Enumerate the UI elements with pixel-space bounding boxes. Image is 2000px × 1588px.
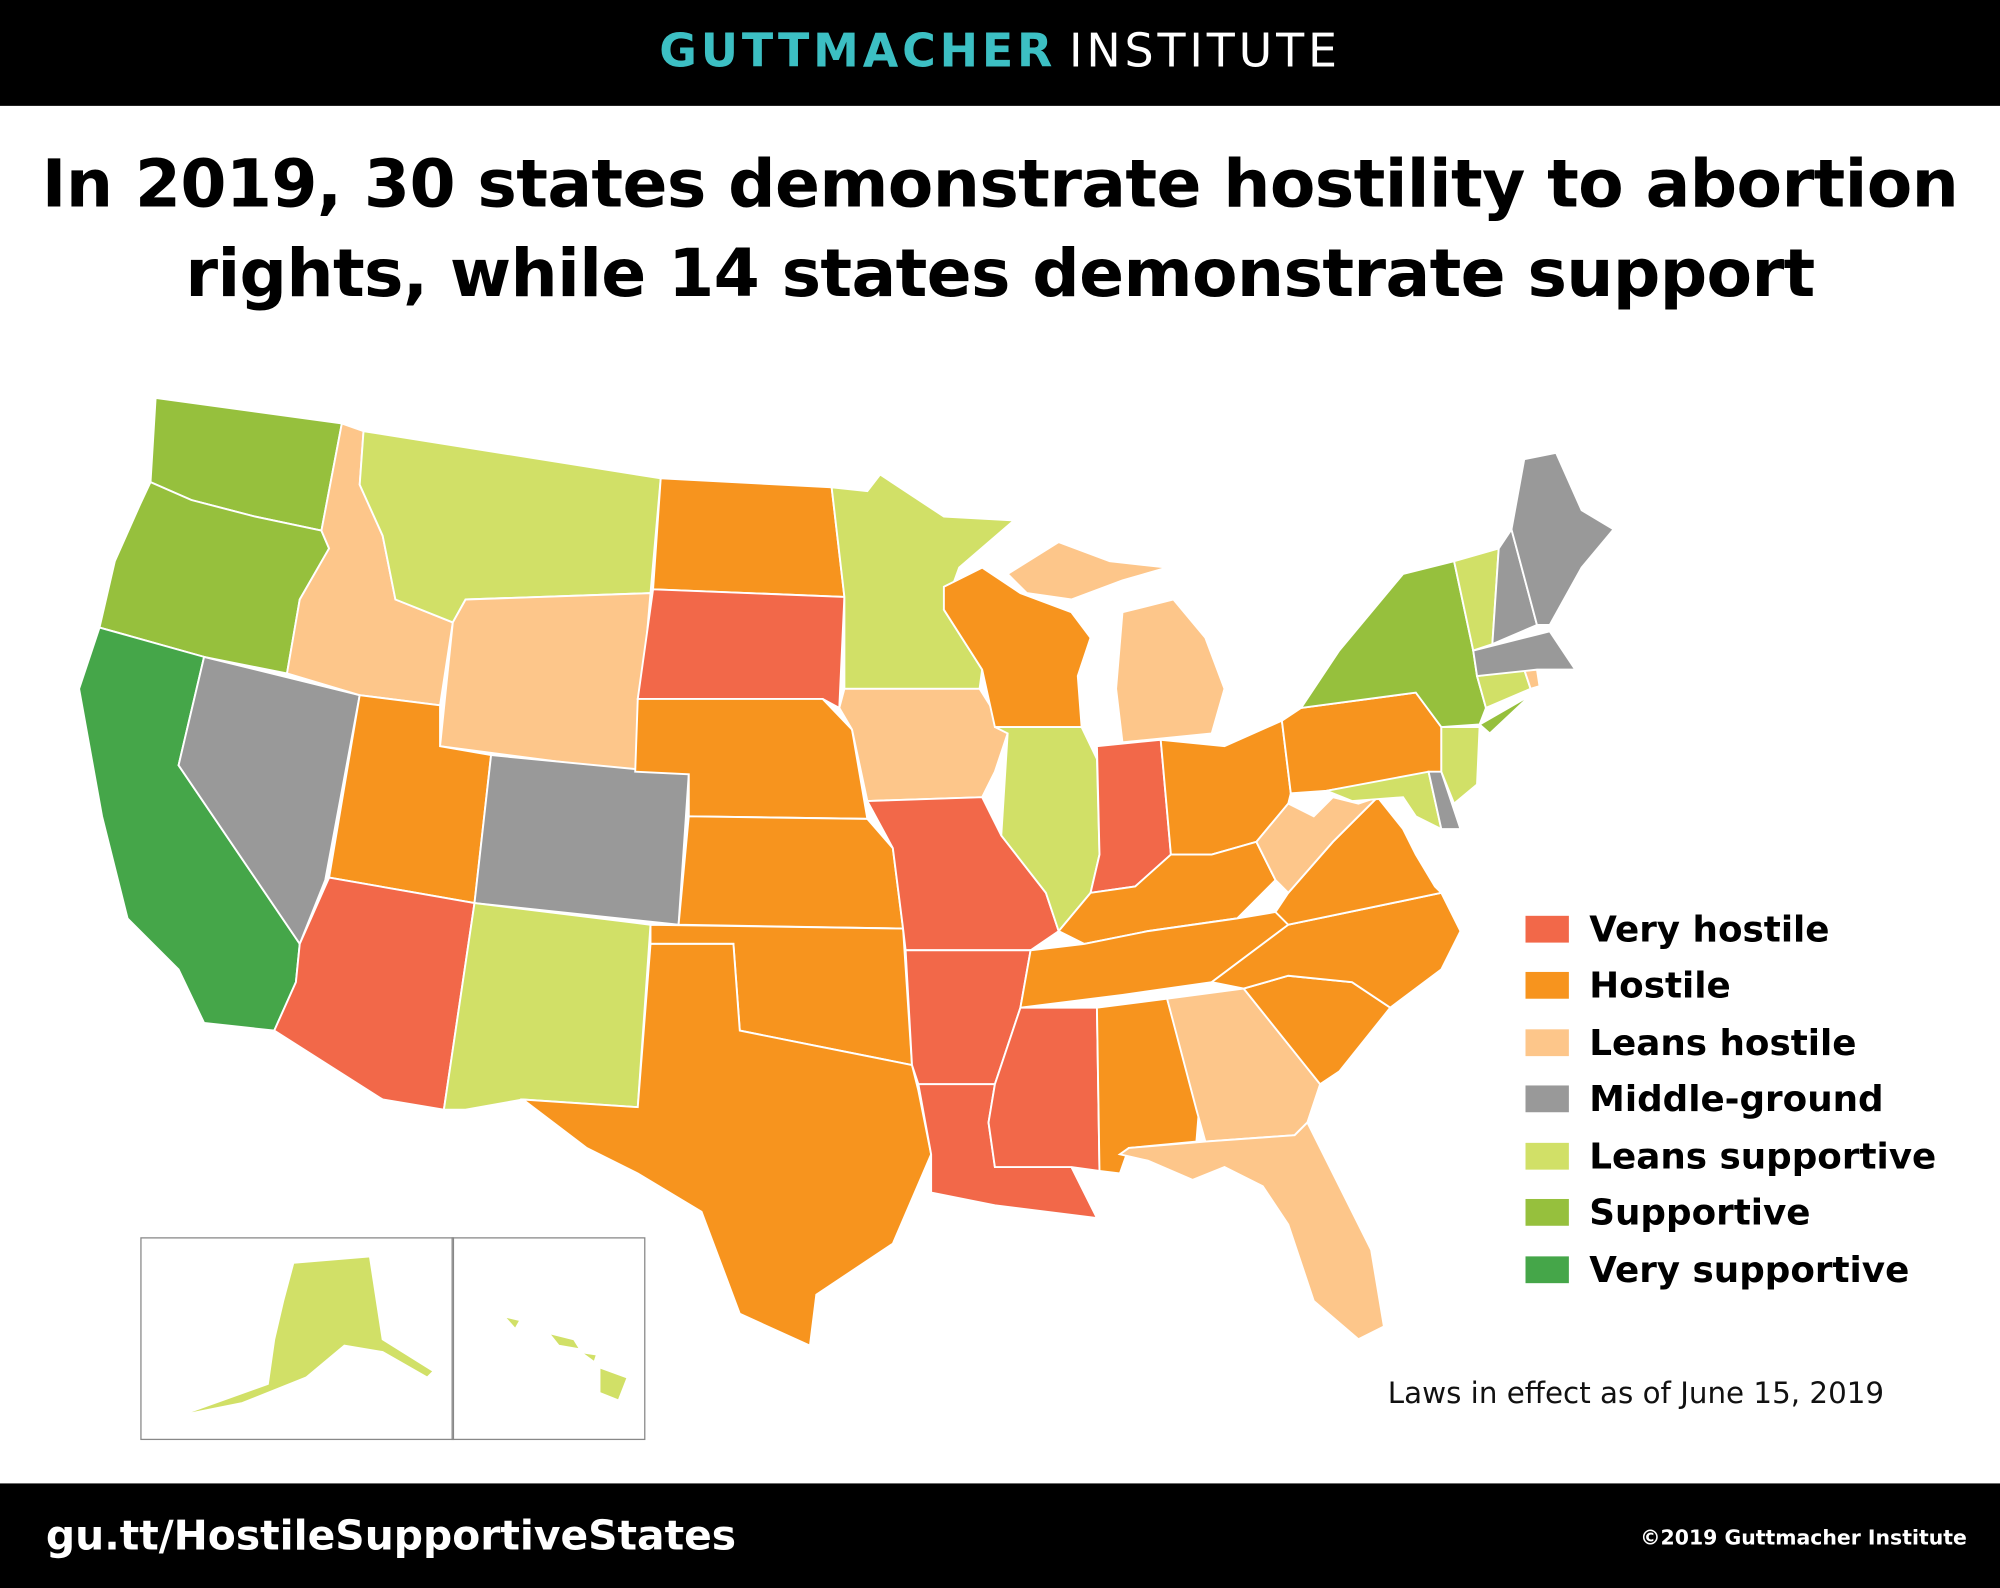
legend-label: Leans supportive [1589, 1134, 1937, 1177]
state-hi [501, 1314, 522, 1331]
state-nv [177, 655, 361, 946]
brand-suffix: INSTITUTE [1068, 25, 1341, 78]
title-line-1: In 2019, 30 states demonstrate hostility… [41, 146, 1959, 224]
state-mo [865, 796, 1060, 952]
legend-swatch [1525, 1256, 1569, 1283]
title-line-2: rights, while 14 states demonstrate supp… [185, 235, 1815, 313]
state-hi [579, 1351, 599, 1364]
legend-label: Very supportive [1589, 1248, 1910, 1291]
state-mi [1006, 541, 1168, 601]
hawaii-inset [451, 1237, 646, 1441]
legend-swatch [1525, 1142, 1569, 1170]
state-fl [1117, 1120, 1385, 1341]
state-nj [1440, 726, 1481, 806]
state-me [1510, 451, 1615, 626]
state-hi [545, 1331, 583, 1351]
legend-label: Very hostile [1589, 907, 1830, 950]
page-title: In 2019, 30 states demonstrate hostility… [0, 140, 2000, 319]
legend-item-very-supportive: Very supportive [1525, 1241, 1937, 1298]
state-wy [439, 592, 652, 773]
legend-swatch [1525, 1029, 1569, 1056]
brand-name: GUTTMACHER [659, 25, 1057, 78]
legend-item-hostile: Hostile [1525, 957, 1937, 1014]
state-nm [442, 901, 652, 1111]
legend-label: Leans hostile [1589, 1021, 1857, 1064]
state-ma [1472, 630, 1578, 678]
legend-item-leans-hostile: Leans hostile [1525, 1014, 1937, 1071]
legend-item-very-hostile: Very hostile [1525, 901, 1937, 958]
short-url-link[interactable]: gu.tt/HostileSupportiveStates [45, 1511, 737, 1560]
state-mi [1115, 598, 1226, 744]
legend-item-middle: Middle-ground [1525, 1071, 1937, 1128]
alaska-inset [140, 1237, 455, 1441]
legend-item-leans-supportive: Leans supportive [1525, 1128, 1937, 1185]
state-ia [838, 687, 1009, 803]
state-wi [942, 566, 1092, 728]
state-hi [598, 1365, 629, 1402]
legend-swatch [1525, 1199, 1569, 1227]
brand-logo: GUTTMACHER INSTITUTE [0, 26, 2000, 78]
state-de [1427, 770, 1462, 831]
state-tx [519, 942, 933, 1348]
legend-label: Supportive [1589, 1191, 1811, 1234]
legend-label: Middle-ground [1589, 1078, 1884, 1121]
state-ny [1477, 694, 1532, 735]
state-ks [677, 815, 905, 930]
legend-swatch [1525, 1085, 1569, 1113]
legend-swatch [1525, 972, 1569, 1000]
legend-swatch [1525, 915, 1569, 943]
state-co [473, 754, 690, 926]
state-nd [652, 477, 846, 598]
copyright: ©2019 Guttmacher Institute [1640, 1525, 1967, 1550]
legend-item-supportive: Supportive [1525, 1184, 1937, 1241]
header-bar: GUTTMACHER INSTITUTE [0, 0, 2000, 106]
state-sd [636, 588, 846, 710]
footer-bar: gu.tt/HostileSupportiveStates ©2019 Gutt… [0, 1483, 2000, 1588]
effective-date-note: Laws in effect as of June 15, 2019 [1387, 1377, 1885, 1411]
legend: Very hostile Hostile Leans hostile Middle-g… [1525, 901, 1937, 1298]
legend-label: Hostile [1589, 964, 1731, 1007]
state-ak [178, 1255, 436, 1417]
